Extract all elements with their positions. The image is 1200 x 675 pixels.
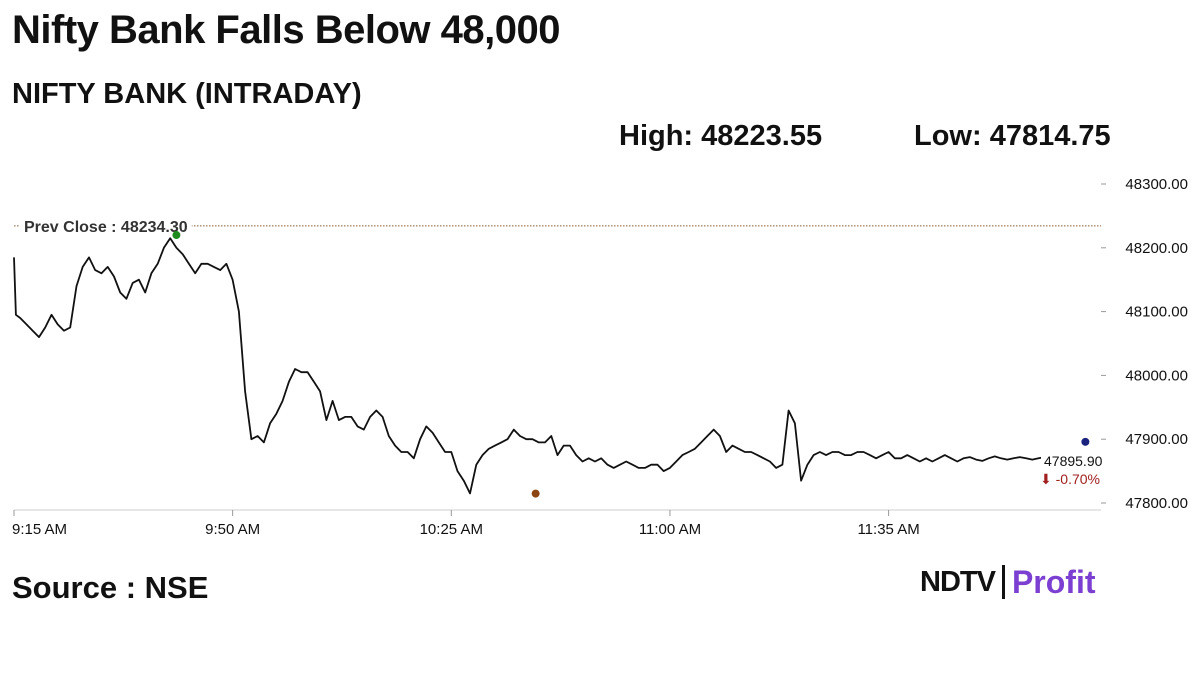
y-tick-label: 48000.00 <box>1125 367 1188 384</box>
prev-close-label: Prev Close : 48234.30 <box>24 219 188 236</box>
chart-title: NIFTY BANK (INTRADAY) <box>12 78 362 110</box>
axes: 9:15 AM 9:50 AM 10:25 AM 11:00 AM 11:35 AM 48… <box>12 176 1188 538</box>
last-marker <box>1081 437 1090 446</box>
price-series-line <box>13 237 1045 495</box>
source-label: Source : NSE <box>12 570 209 605</box>
last-value-label: 47895.90 <box>1044 453 1103 469</box>
x-tick-label: 10:25 AM <box>420 521 483 538</box>
x-tick-label: 11:35 AM <box>857 521 919 538</box>
y-tick-label: 48200.00 <box>1125 240 1188 257</box>
x-tick-label: 9:15 AM <box>12 521 67 538</box>
logo-ndtv: NDTV <box>920 565 996 598</box>
logo-profit: Profit <box>1011 563 1096 600</box>
y-tick-label: 48100.00 <box>1125 304 1188 321</box>
x-tick-label: 9:50 AM <box>205 521 260 538</box>
high-marker <box>172 231 181 240</box>
y-tick-label: 47800.00 <box>1125 495 1188 512</box>
low-value: Low: 47814.75 <box>914 120 1111 152</box>
y-tick-label: 47900.00 <box>1125 431 1188 448</box>
x-tick-label: 11:00 AM <box>639 521 701 538</box>
y-tick-label: 48300.00 <box>1125 176 1188 193</box>
high-value: High: 48223.55 <box>619 120 823 152</box>
change-label: ⬇ -0.70% <box>1040 471 1100 487</box>
last-value-label-bg <box>1041 451 1106 470</box>
low-marker <box>531 489 540 498</box>
ndtv-profit-logo: NDTV Profit <box>920 562 1096 602</box>
page-title: Nifty Bank Falls Below 48,000 <box>12 8 560 52</box>
prev-close-label-bg <box>20 217 192 237</box>
markers <box>172 231 1090 498</box>
logo-divider <box>1001 565 1005 599</box>
intraday-chart: 9:15 AM 9:50 AM 10:25 AM 11:00 AM 11:35 AM 48… <box>12 176 1188 538</box>
